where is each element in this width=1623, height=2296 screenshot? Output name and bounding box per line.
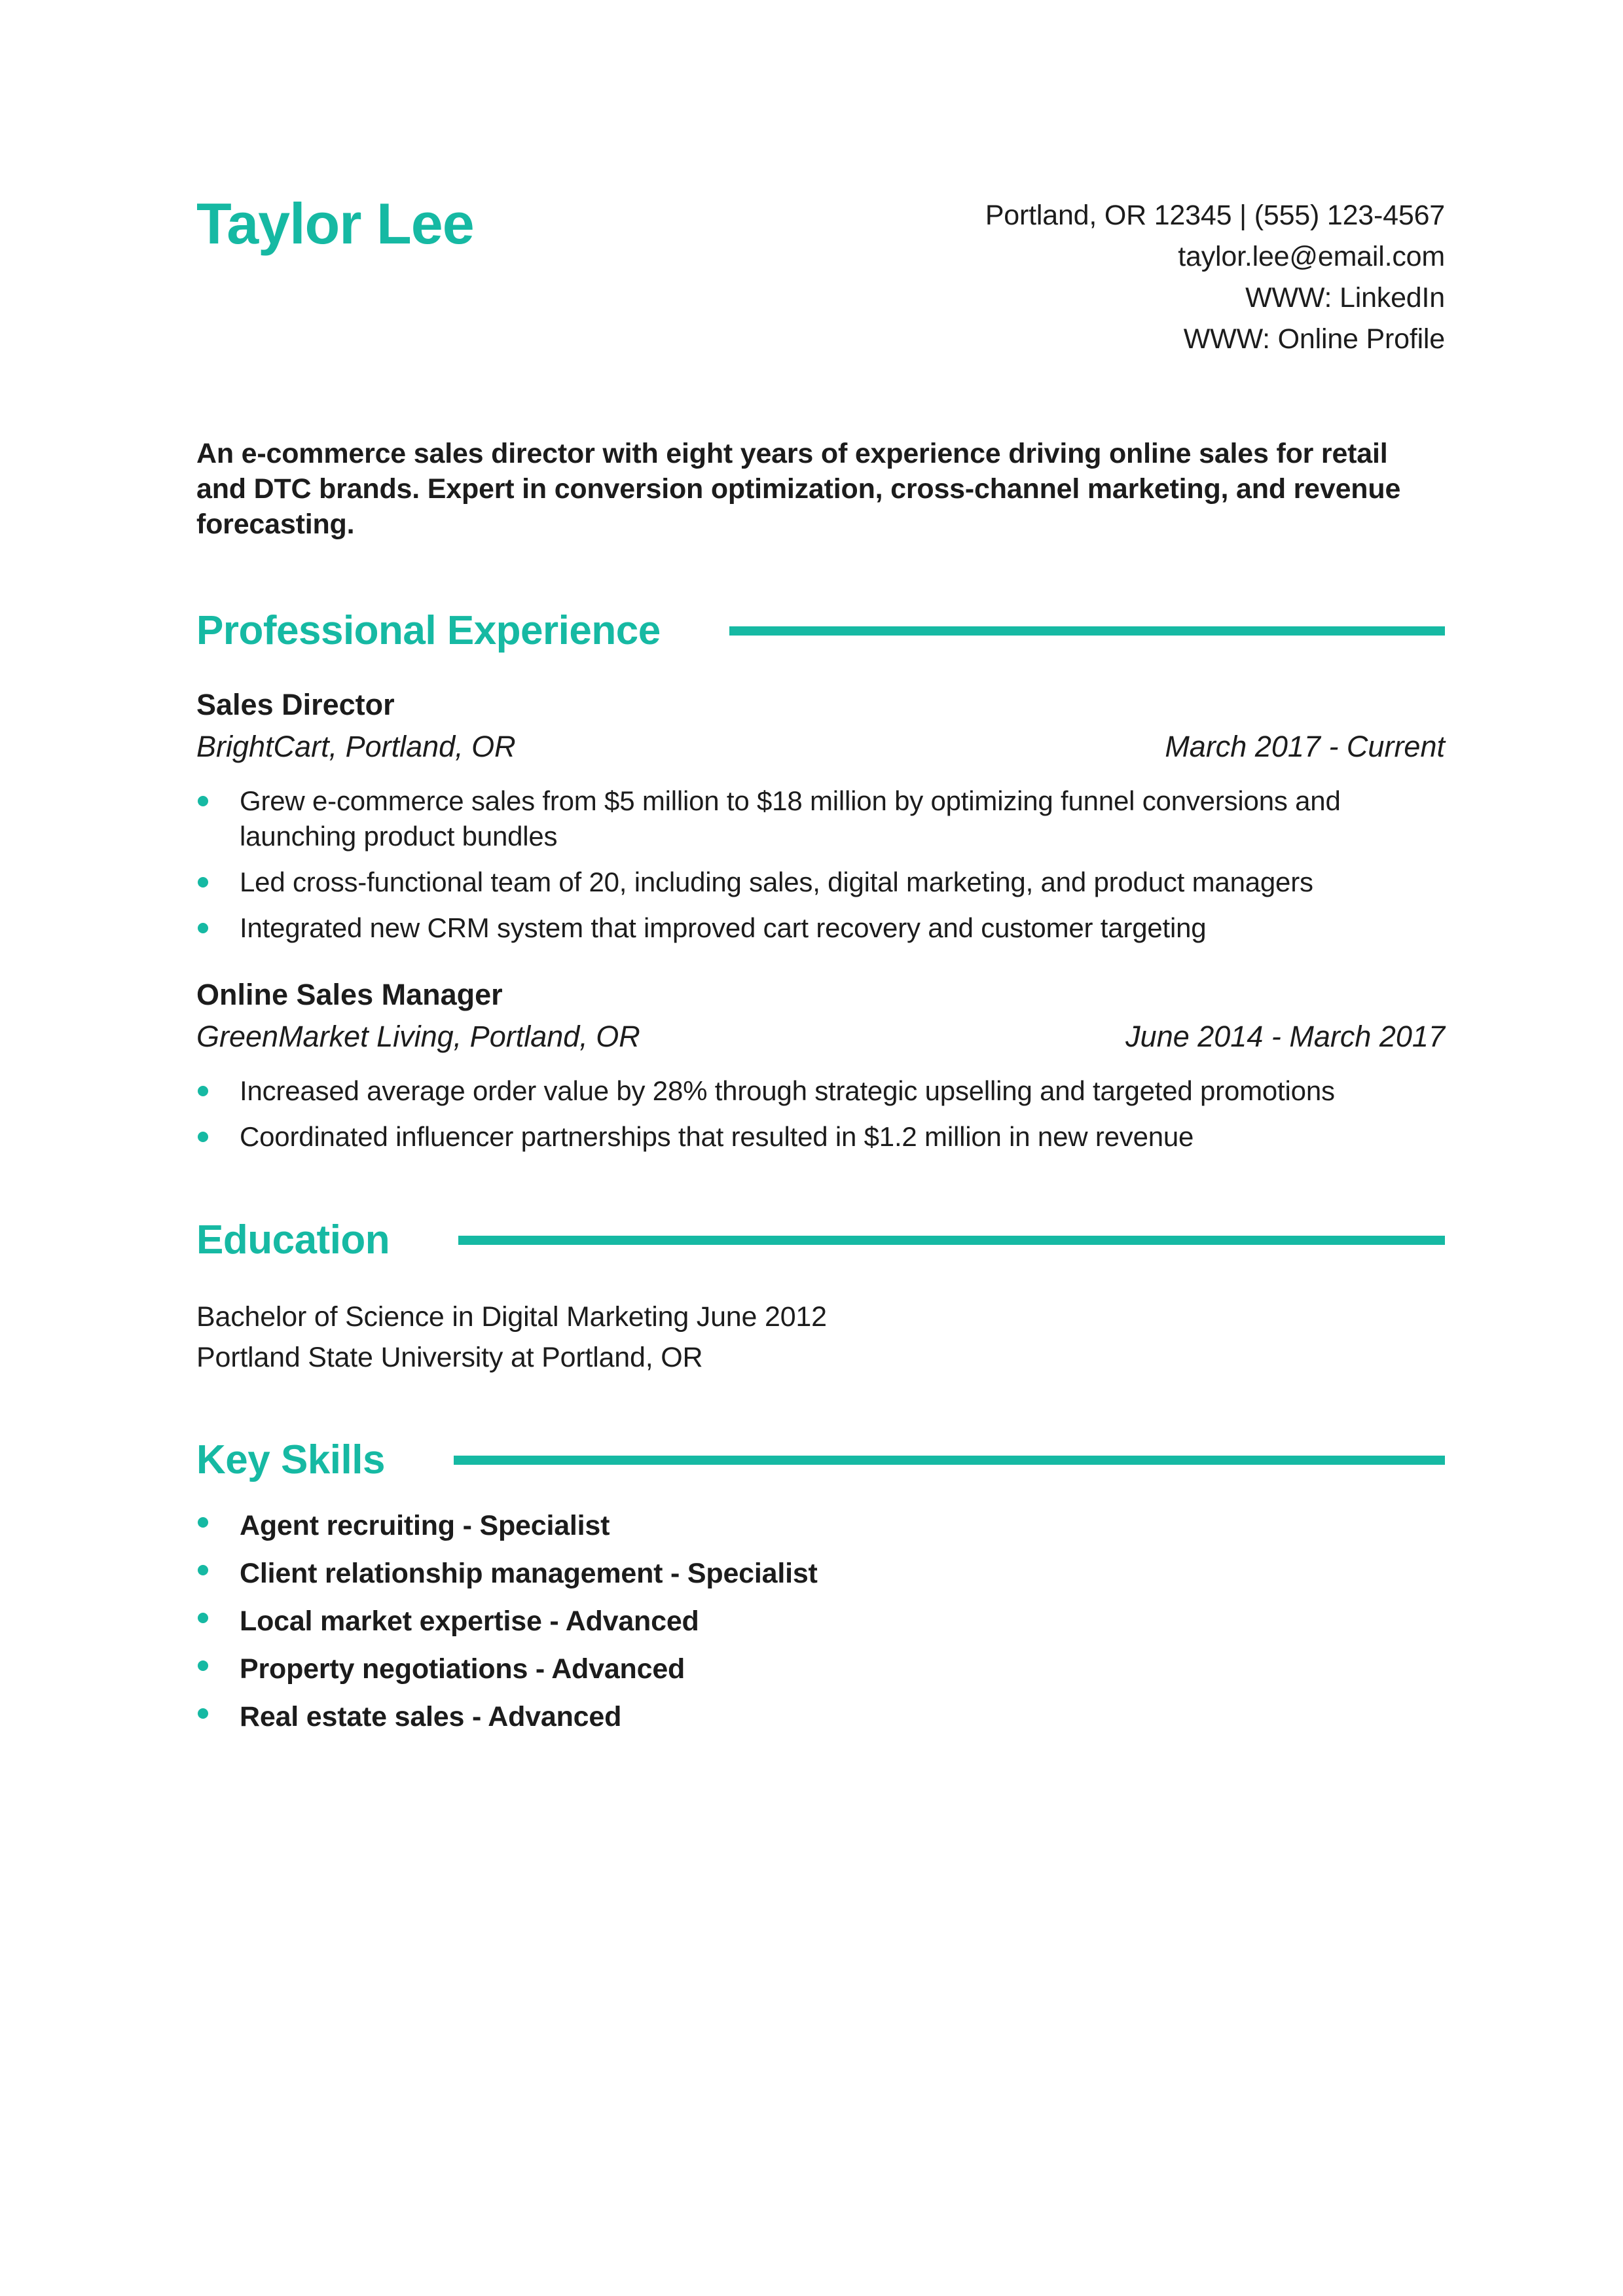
- job-title: Online Sales Manager: [196, 978, 503, 1011]
- education-details: Bachelor of Science in Digital Marketing…: [196, 1297, 1445, 1378]
- skills-heading: Key Skills: [196, 1440, 1445, 1480]
- skills-title: Key Skills: [196, 1437, 385, 1482]
- job-company: GreenMarket Living, Portland, OR: [196, 1020, 640, 1053]
- summary-text: An e-commerce sales director with eight …: [196, 438, 1401, 540]
- skill-item: Agent recruiting - Specialist: [196, 1508, 1445, 1543]
- job-dates: March 2017 - Current: [1165, 730, 1445, 763]
- section-skills: Key Skills Agent recruiting - Specialist…: [196, 1440, 1445, 1734]
- section-experience: Professional Experience Sales Director B…: [196, 611, 1445, 1155]
- bullet-item: Led cross-functional team of 20, includi…: [196, 865, 1445, 900]
- education-heading: Education: [196, 1220, 1445, 1261]
- job-list: Sales Director BrightCart, Portland, OR …: [196, 687, 1445, 1155]
- education-degree: Bachelor of Science in Digital Marketing…: [196, 1301, 827, 1333]
- experience-title: Professional Experience: [196, 608, 661, 653]
- job-company: BrightCart, Portland, OR: [196, 730, 516, 763]
- skill-item: Local market expertise - Advanced: [196, 1604, 1445, 1639]
- skills-list: Agent recruiting - Specialist Client rel…: [196, 1508, 1445, 1734]
- job-dates: June 2014 - March 2017: [1125, 1020, 1445, 1053]
- job-meta: BrightCart, Portland, OR March 2017 - Cu…: [196, 729, 1445, 764]
- skill-item: Real estate sales - Advanced: [196, 1699, 1445, 1734]
- job-title: Sales Director: [196, 688, 395, 721]
- job-bullet-list: Grew e-commerce sales from $5 million to…: [196, 783, 1445, 946]
- experience-heading: Professional Experience: [196, 611, 1445, 651]
- heading-rule: [453, 1456, 1445, 1465]
- job-meta: GreenMarket Living, Portland, OR June 20…: [196, 1019, 1445, 1054]
- education-school: Portland State University at Portland, O…: [196, 1342, 703, 1373]
- bullet-item: Coordinated influencer partnerships that…: [196, 1119, 1445, 1155]
- skill-item: Client relationship management - Special…: [196, 1556, 1445, 1591]
- contact-location-phone: Portland, OR 12345 | (555) 123-4567: [985, 200, 1445, 231]
- skill-item: Property negotiations - Advanced: [196, 1651, 1445, 1687]
- contact-block: Portland, OR 12345 | (555) 123-4567 tayl…: [985, 195, 1445, 360]
- heading-rule: [729, 626, 1445, 636]
- section-education: Education Bachelor of Science in Digital…: [196, 1220, 1445, 1378]
- job-entry: Sales Director BrightCart, Portland, OR …: [196, 687, 1445, 946]
- heading-rule: [458, 1236, 1445, 1245]
- education-title: Education: [196, 1217, 390, 1263]
- job-bullet-list: Increased average order value by 28% thr…: [196, 1073, 1445, 1155]
- header: Taylor Lee Portland, OR 12345 | (555) 12…: [196, 195, 1445, 360]
- bullet-item: Integrated new CRM system that improved …: [196, 910, 1445, 946]
- bullet-item: Grew e-commerce sales from $5 million to…: [196, 783, 1445, 854]
- contact-website: WWW: Online Profile: [1183, 323, 1445, 355]
- contact-email: taylor.lee@email.com: [1178, 241, 1445, 272]
- contact-linkedin: WWW: LinkedIn: [1245, 282, 1445, 314]
- bullet-item: Increased average order value by 28% thr…: [196, 1073, 1445, 1109]
- person-name: Taylor Lee: [196, 191, 475, 256]
- job-entry: Online Sales Manager GreenMarket Living,…: [196, 977, 1445, 1155]
